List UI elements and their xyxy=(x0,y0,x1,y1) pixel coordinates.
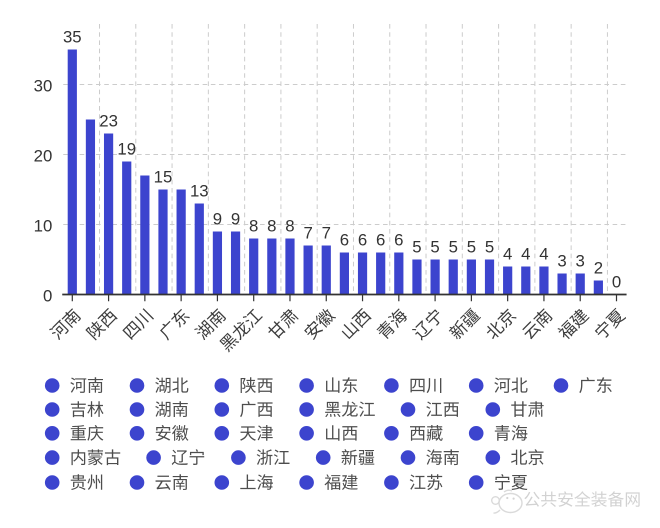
svg-text:8: 8 xyxy=(249,217,258,236)
svg-text:3: 3 xyxy=(576,252,585,271)
svg-text:9: 9 xyxy=(213,210,222,229)
svg-text:5: 5 xyxy=(467,238,476,257)
svg-text:6: 6 xyxy=(394,231,403,250)
svg-text:4: 4 xyxy=(503,245,512,264)
svg-text:23: 23 xyxy=(99,112,118,131)
svg-text:6: 6 xyxy=(358,231,367,250)
svg-text:3: 3 xyxy=(557,252,566,271)
svg-text:19: 19 xyxy=(117,140,136,159)
svg-text:30: 30 xyxy=(34,77,53,96)
svg-text:5: 5 xyxy=(449,238,458,257)
svg-text:13: 13 xyxy=(190,182,209,201)
svg-text:6: 6 xyxy=(376,231,385,250)
svg-text:8: 8 xyxy=(267,217,276,236)
svg-text:20: 20 xyxy=(34,147,53,166)
svg-text:5: 5 xyxy=(485,238,494,257)
svg-text:5: 5 xyxy=(412,238,421,257)
svg-text:2: 2 xyxy=(594,259,603,278)
svg-text:7: 7 xyxy=(303,224,312,243)
svg-text:35: 35 xyxy=(63,28,82,47)
svg-text:6: 6 xyxy=(340,231,349,250)
svg-text:0: 0 xyxy=(612,273,621,292)
svg-text:9: 9 xyxy=(231,210,240,229)
svg-text:15: 15 xyxy=(154,168,173,187)
svg-text:10: 10 xyxy=(34,217,53,236)
svg-text:8: 8 xyxy=(285,217,294,236)
svg-text:4: 4 xyxy=(521,245,530,264)
svg-text:7: 7 xyxy=(322,224,331,243)
svg-text:0: 0 xyxy=(43,287,52,306)
svg-text:4: 4 xyxy=(539,245,548,264)
svg-text:5: 5 xyxy=(430,238,439,257)
